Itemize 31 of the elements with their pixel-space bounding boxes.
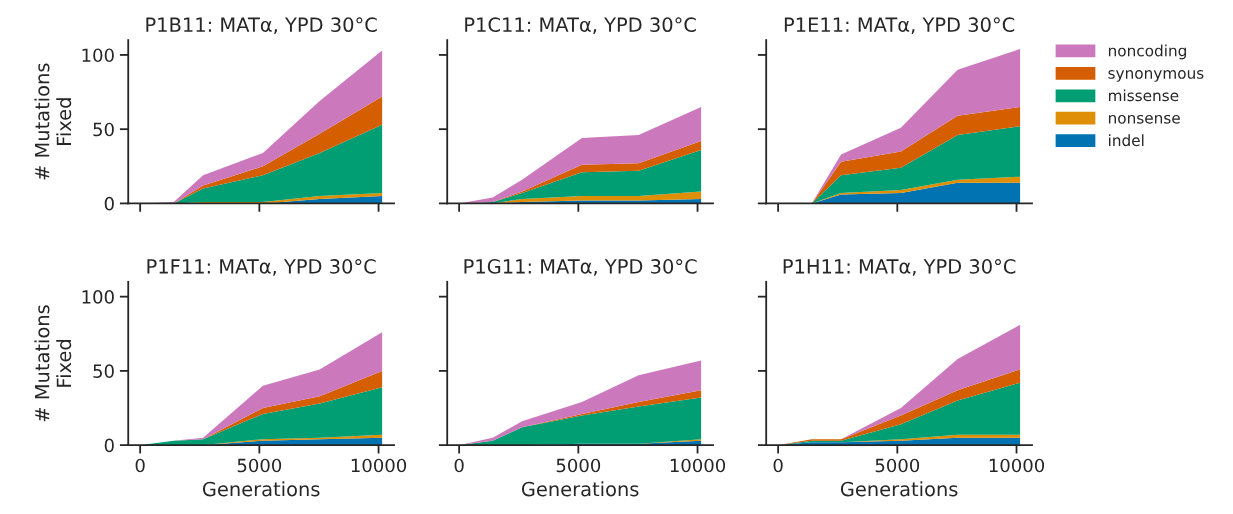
x-tick-label: 5000 [875,458,920,473]
legend-label: noncoding [1108,44,1186,60]
x-tick-label: 10000 [670,458,726,473]
legend-label: missense [1108,89,1179,102]
chart-title: P1B11: MATα, YPD 30°C [146,17,377,35]
x-axis-title: Generations [202,481,320,497]
y-tick-label: 0 [104,196,114,211]
x-tick-label: 5000 [237,458,282,473]
y-tick-label: 0 [104,438,114,453]
x-tick-label: 10000 [351,458,407,473]
x-tick-label: 0 [135,458,145,473]
chart-title: P1H11: MATα, YPD 30°C [783,259,1016,276]
x-tick-label: 5000 [556,458,601,473]
legend-label: synonymous [1108,70,1204,82]
y-axis-title: # Mutations Fixed [34,305,72,422]
x-tick-label: 0 [454,458,464,473]
chart-title: P1E11: MATα, YPD 30°C [784,17,1015,35]
x-tick-label: 10000 [989,458,1045,473]
chart-title: P1C11: MATα, YPD 30°C [465,17,696,35]
y-tick-label: 100 [82,290,114,304]
chart-title: P1F11: MATα, YPD 30°C [147,259,376,276]
y-tick-label: 100 [82,48,114,63]
legend-label: nonsense [1108,114,1180,124]
chart-title: P1G11: MATα, YPD 30°C [464,259,697,276]
x-axis-title: Generations [521,481,639,497]
legend-label: indel [1109,134,1144,147]
y-axis-title: # Mutations Fixed [34,63,72,180]
x-tick-label: 0 [773,458,783,473]
y-tick-label: 50 [93,364,114,378]
y-tick-label: 50 [93,122,114,137]
x-axis-title: Generations [840,481,958,497]
